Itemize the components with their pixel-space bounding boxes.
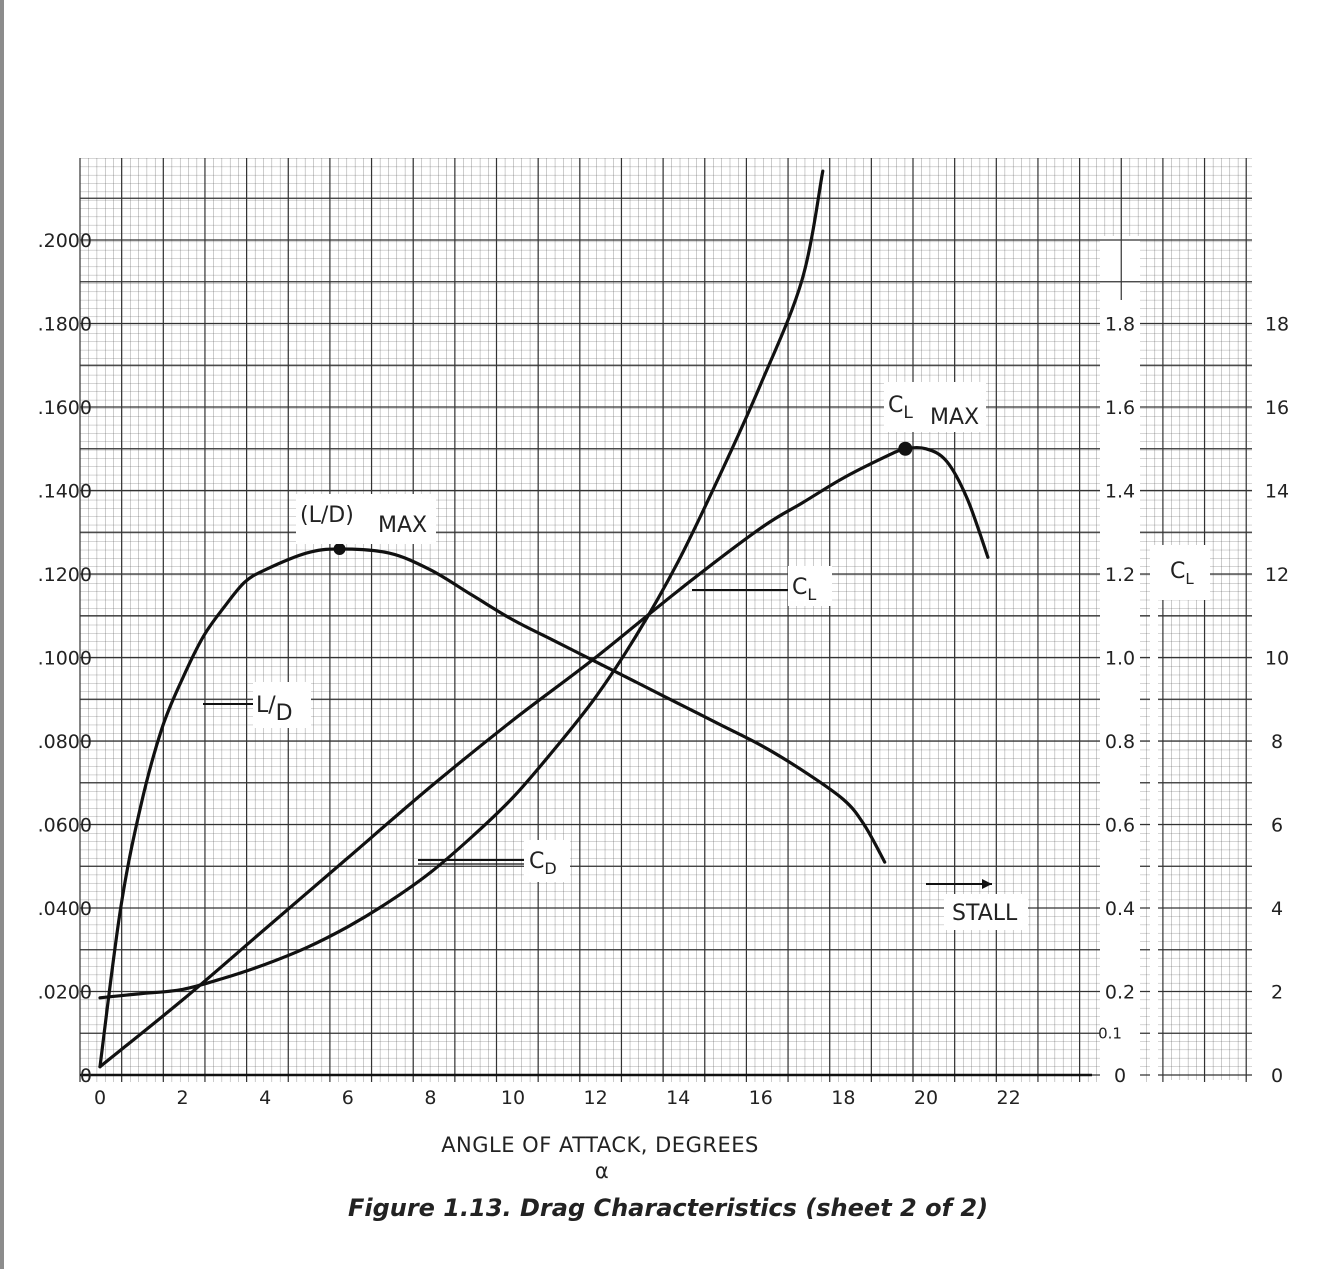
- ld-axis-tick-label: 14: [1265, 481, 1289, 503]
- cl-max-label-box: [884, 382, 986, 432]
- grid-region: [80, 236, 1092, 1082]
- left-border: [0, 0, 4, 1269]
- cd-curve-label: CD: [529, 849, 557, 878]
- series-line-ld: [98, 547, 887, 1069]
- x-axis-symbol: α: [595, 1159, 609, 1183]
- axis-labels: 0 2 4 6 8 10 12 14 16 18 20 220.0200.0400.0600.0800…: [38, 230, 1290, 1109]
- left-axis-tick-label: .2000: [38, 230, 92, 252]
- left-axis-tick-label: .0200: [38, 982, 92, 1004]
- x-tick-label: 8: [424, 1087, 436, 1109]
- grid-region: [1210, 545, 1252, 600]
- left-axis-tick-label: .1000: [38, 648, 92, 670]
- grid-region: [1150, 236, 1252, 545]
- ld-label-box: [253, 682, 311, 728]
- left-axis-tick-label: .1800: [38, 314, 92, 336]
- cl-axis-tick-label: 0: [1114, 1065, 1126, 1087]
- x-tick-label: 18: [831, 1087, 855, 1109]
- cl-axis-tick-label: 0.2: [1105, 982, 1135, 1004]
- cl-label-box: [788, 566, 832, 606]
- ld-axis-tick-label: 16: [1265, 397, 1289, 419]
- x-tick-label: 14: [666, 1087, 690, 1109]
- stall-arrow-head: [982, 879, 992, 889]
- series-line-cl: [98, 445, 990, 1069]
- left-axis-tick-label: .0800: [38, 731, 92, 753]
- ld-axis-tick-label: 12: [1265, 564, 1289, 586]
- grid-region: [1092, 236, 1100, 1082]
- cl-axis-tick-label: 1.0: [1105, 648, 1135, 670]
- ld-axis-tick-label: 18: [1265, 314, 1289, 336]
- x-tick-label: 6: [342, 1087, 354, 1109]
- cl-axis-minor-label: 0.1: [1098, 1024, 1122, 1042]
- x-tick-label: 12: [584, 1087, 608, 1109]
- x-tick-label: 0: [94, 1087, 106, 1109]
- ld-axis-tick-label: 0: [1271, 1065, 1283, 1087]
- x-tick-label: 16: [749, 1087, 773, 1109]
- axis-label-panel: [1150, 545, 1210, 600]
- left-axis-tick-label: .1400: [38, 481, 92, 503]
- cl-axis-tick-label: 1.2: [1105, 564, 1135, 586]
- series-line-cd: [98, 169, 825, 1000]
- cl-axis-tick-label: 1.6: [1105, 397, 1135, 419]
- stall-label-box: [944, 894, 1028, 930]
- cd-label-box: [524, 840, 570, 882]
- x-tick-label: 10: [501, 1087, 525, 1109]
- ld-max-sub-label: MAX: [378, 513, 427, 538]
- x-tick-label: 22: [997, 1087, 1021, 1109]
- figure-caption: Figure 1.13. Drag Characteristics (sheet…: [348, 1194, 988, 1222]
- left-axis-tick-label: .1200: [38, 564, 92, 586]
- chart-grid: [79, 158, 1252, 1082]
- x-tick-label: 2: [177, 1087, 189, 1109]
- grid-region: [80, 158, 1252, 236]
- left-axis-tick-label: .0400: [38, 898, 92, 920]
- cl-max-point: [898, 441, 913, 456]
- axis-label-panel: [1100, 300, 1140, 1082]
- ld-axis-tick-label: 10: [1265, 648, 1289, 670]
- ld-axis-tick-label: 2: [1271, 982, 1283, 1004]
- ld-max-label-box: [296, 494, 436, 544]
- cl-axis-tick-label: 0.6: [1105, 815, 1135, 837]
- stall-label: STALL: [952, 901, 1018, 926]
- ld-max-label: (L/D): [300, 503, 354, 528]
- ld-axis-tick-label: 4: [1271, 898, 1283, 920]
- cl-max-sub-label: MAX: [930, 405, 979, 430]
- x-tick-label: 20: [914, 1087, 938, 1109]
- grid-region: [1140, 236, 1150, 1082]
- left-axis-tick-label: .0600: [38, 815, 92, 837]
- ld-max-point: [333, 542, 346, 555]
- cl-axis-tick-label: 1.4: [1105, 481, 1135, 503]
- chart-curves: [98, 169, 990, 1069]
- ld-axis-cl-label: CL: [1170, 559, 1194, 588]
- left-axis-tick-label: .1600: [38, 397, 92, 419]
- axis-label-panel: [1150, 600, 1158, 1082]
- cl-axis-tick-label: 1.8: [1105, 314, 1135, 336]
- cl-axis-tick-label: 0.4: [1105, 898, 1135, 920]
- left-axis-tick-label: 0: [80, 1065, 92, 1087]
- cl-axis-tick-label: 0.8: [1105, 731, 1135, 753]
- ld-axis-tick-label: 8: [1271, 731, 1283, 753]
- x-axis-title: ANGLE OF ATTACK, DEGREES: [441, 1133, 759, 1157]
- ld-axis-tick-label: 6: [1271, 815, 1283, 837]
- x-tick-label: 4: [259, 1087, 271, 1109]
